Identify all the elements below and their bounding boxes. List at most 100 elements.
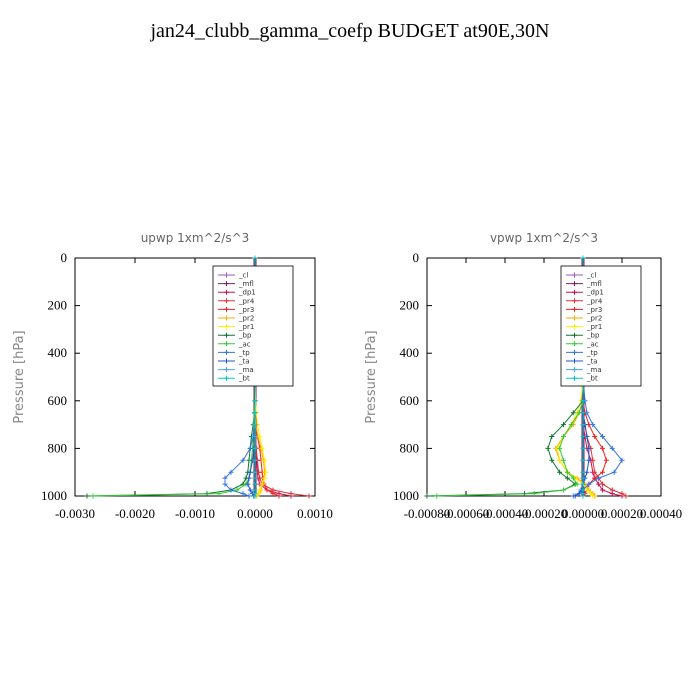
panel2-point-ta: [572, 493, 578, 499]
panel1-point-bt: [252, 457, 258, 463]
panel1-point-bt: [252, 422, 258, 428]
panel2-legend-label-cl: _cl: [586, 272, 596, 280]
panel1-ylabel: Pressure [hPa]: [12, 330, 27, 423]
panel2-point-bp: [570, 410, 576, 416]
panel2-legend-marker-pr1: [572, 324, 577, 330]
panel1-legend-marker-pr3: [224, 306, 229, 312]
panel2-ytick-label: 600: [400, 393, 420, 408]
panel1-legend-label-ta: _ta: [238, 358, 250, 366]
panel2-point-bp: [564, 475, 570, 481]
panel2-legend-marker-bt: [572, 375, 577, 381]
panel2-point-pr3: [600, 469, 605, 475]
panel2-point-bt: [580, 255, 586, 261]
panel1-point-bt: [252, 445, 258, 451]
panel2-point-ac: [531, 491, 537, 497]
panel1-legend-label-pr2: _pr2: [238, 315, 254, 323]
panel2-xtick-label: 0.00020: [601, 506, 643, 521]
panel1-xtick-label: -0.0030: [55, 506, 95, 521]
panel1-legend-marker-pr1: [224, 324, 229, 330]
panel2-legend-label-ta: _ta: [586, 358, 598, 366]
panel1-legend-marker-dp1: [224, 289, 229, 295]
panel2-point-bp: [557, 469, 563, 475]
panel2-point-ac: [557, 445, 563, 451]
panel1-point-bt: [252, 493, 258, 499]
panel2-point-bt: [580, 481, 586, 487]
page-title: jan24_clubb_gamma_coefp BUDGET at90E,30N: [150, 20, 550, 42]
panel2-point-ac: [561, 457, 566, 463]
panel2-point-pr4: [609, 487, 615, 493]
panel2-point-bt: [580, 475, 586, 481]
panel1-point-ac: [216, 491, 222, 497]
panel2-point-bp: [424, 493, 430, 499]
panel2-xtick-label: 0.00040: [640, 506, 682, 521]
panel1-point-tp: [228, 469, 234, 475]
panel1-legend-label-pr4: _pr4: [238, 297, 255, 305]
panel2-legend-label-mfl: _mfl: [586, 280, 602, 288]
panel1-legend-label-ma: _ma: [238, 366, 254, 374]
panel1-point-pr3: [264, 487, 270, 493]
panel2-ytick-label: 800: [400, 440, 420, 455]
panel2-ytick-label: 200: [400, 298, 420, 313]
panel1-legend-marker-tp: [224, 349, 229, 355]
panel1-point-pr1: [257, 487, 263, 493]
panel2-point-tp: [590, 422, 596, 428]
panel2-title: vpwp 1xm^2/s^3: [490, 231, 598, 245]
panel2-legend-label-bt: _bt: [586, 375, 598, 383]
panel1-legend-marker-ma: [224, 367, 229, 373]
panel2-point-bt: [580, 398, 586, 404]
panel1-legend-marker-bp: [224, 332, 229, 338]
panel2-point-dp1: [600, 487, 605, 493]
panel2-point-pr3: [592, 434, 598, 439]
panel2-point-pr4: [623, 493, 629, 499]
panel2-legend-marker-ma: [572, 367, 577, 373]
panel2-point-tp: [611, 469, 617, 475]
panel2-point-tp: [600, 434, 605, 439]
panel2-point-pr4: [600, 481, 605, 487]
panel2-point-bp: [545, 445, 551, 451]
panel1-point-tp: [222, 481, 228, 487]
panel2-point-bt: [580, 469, 586, 475]
panel2-legend-marker-mfl: [572, 281, 577, 287]
panel2-point-ac: [561, 487, 566, 493]
panel1-legend-marker-bt: [224, 375, 229, 381]
panel2-legend-label-pr2: _pr2: [586, 315, 602, 323]
panel1-point-bp: [84, 493, 90, 499]
panel2-legend-label-ma: _ma: [586, 366, 602, 374]
panel2-legend-marker-dp1: [572, 289, 577, 295]
panel1-point-ta: [247, 487, 253, 493]
panel1-ytick-label: 400: [48, 345, 68, 360]
panel1-ytick-label: 800: [48, 440, 68, 455]
panel1-legend-marker-cl: [224, 272, 229, 278]
panel2-xtick-label: -0.00060: [443, 506, 490, 521]
panel1-point-ta: [245, 481, 251, 487]
panel2-legend-label-bp: _bp: [586, 332, 600, 340]
panel2-ytick-label: 400: [400, 345, 420, 360]
panel1-legend-label-bt: _bt: [238, 375, 250, 383]
panel2-legend-marker-ta: [572, 358, 577, 364]
panel2-point-pr4: [592, 469, 598, 475]
panel1-xtick-label: -0.0020: [115, 506, 155, 521]
panel2-legend-marker-bp: [572, 332, 577, 338]
panel1-legend-label-bp: _bp: [238, 332, 252, 340]
panel2-xtick-label: -0.00020: [521, 506, 568, 521]
panel1-point-pr4: [306, 493, 312, 499]
panel2-legend-marker-pr4: [572, 298, 577, 304]
panel2-legend-marker-pr3: [572, 306, 577, 312]
panel2-point-tp: [596, 475, 602, 481]
panel1-point-bt: [252, 434, 258, 439]
panel1-ytick-label: 0: [61, 250, 68, 265]
panel2-point-bt: [580, 410, 586, 416]
panel2-point-tp: [609, 445, 615, 451]
panel1-xtick-label: 0.0010: [297, 506, 333, 521]
panel1-legend-marker-ac: [224, 341, 229, 347]
panel2-legend-label-pr4: _pr4: [586, 297, 603, 305]
panel2-legend-label-tp: _tp: [586, 349, 598, 357]
panel1-point-bt: [252, 475, 258, 481]
panel1-point-tp: [246, 493, 252, 499]
panel2-point-ac: [564, 469, 570, 475]
panel1-legend-label-dp1: _dp1: [238, 289, 256, 297]
panel1-point-pr4: [288, 491, 294, 497]
panel2-legend-label-pr1: _pr1: [586, 323, 602, 331]
panel2-point-pr1: [590, 493, 596, 499]
panel2-point-ac: [568, 422, 574, 428]
